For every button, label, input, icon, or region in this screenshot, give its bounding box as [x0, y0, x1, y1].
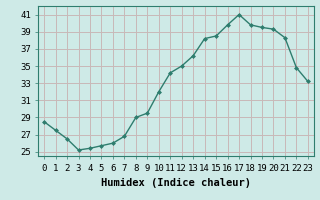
X-axis label: Humidex (Indice chaleur): Humidex (Indice chaleur) — [101, 178, 251, 188]
